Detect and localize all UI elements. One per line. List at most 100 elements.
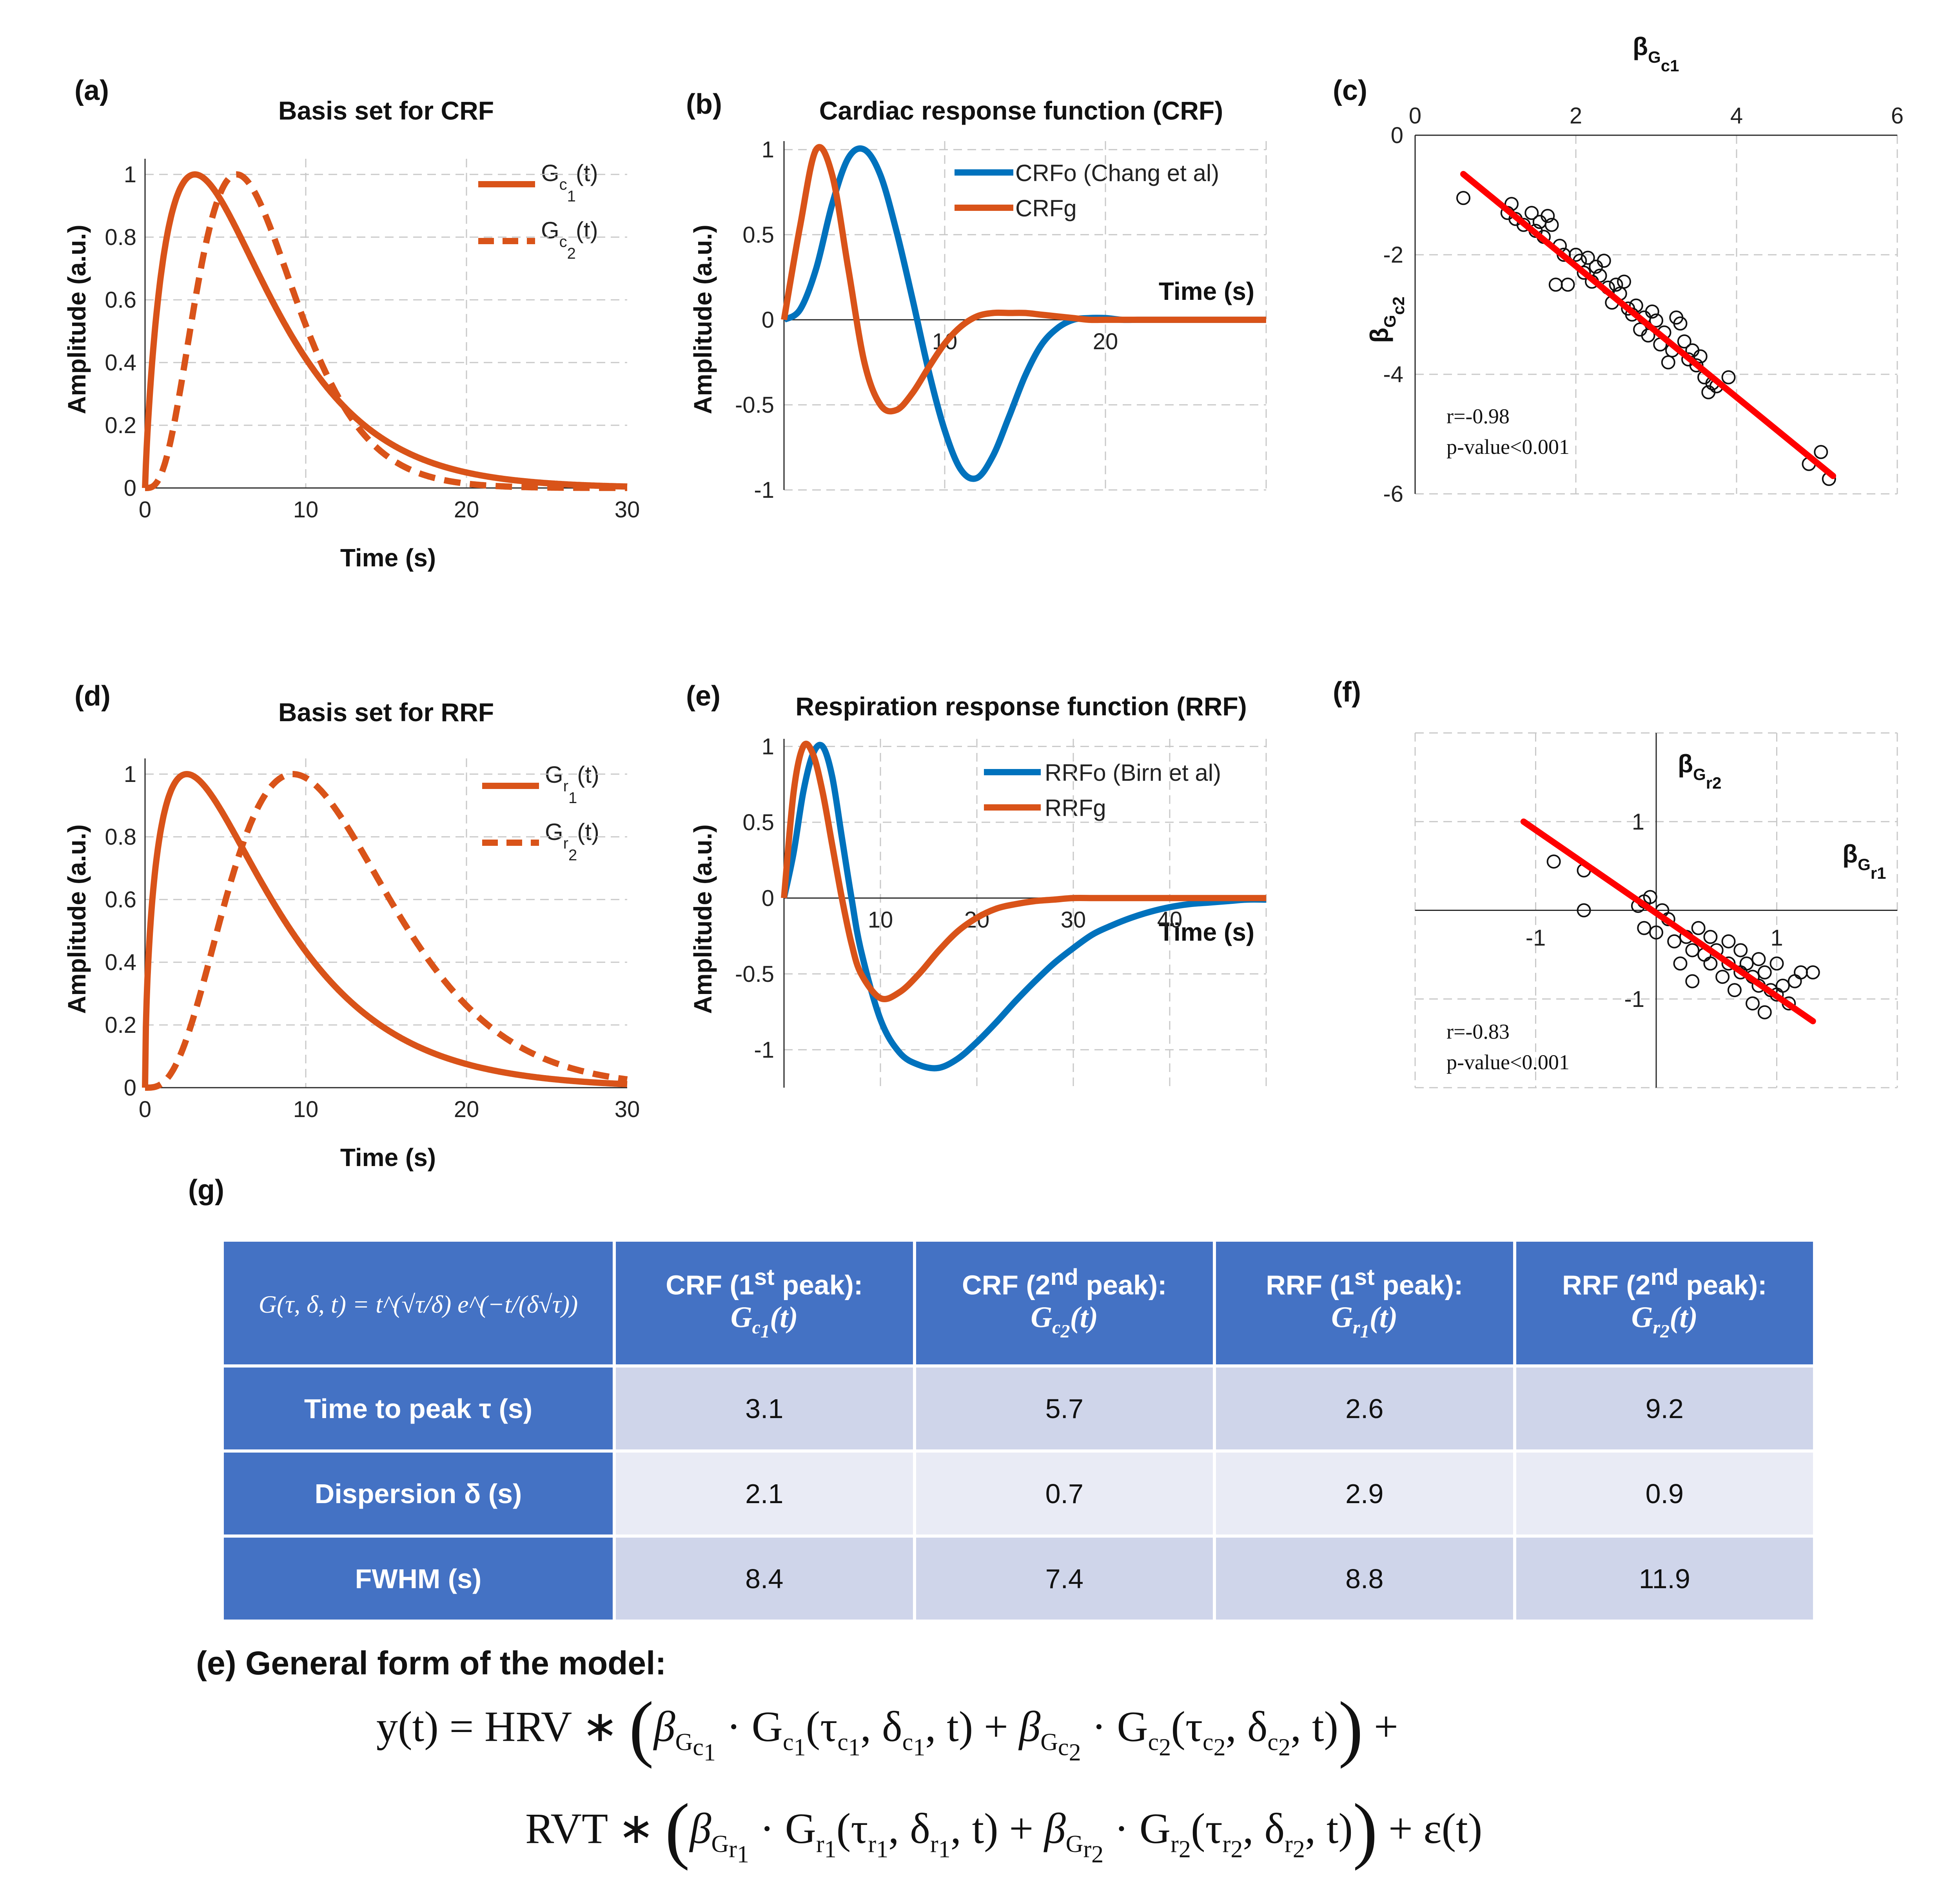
legend-b-item-1: CRFo (Chang et al) [1015, 160, 1219, 186]
regression-line [1460, 171, 1836, 479]
x-tick-label: 6 [1891, 103, 1904, 129]
ylabel-f: βGr2 [1678, 749, 1721, 792]
table-header-row: G(τ, δ, t) = t^(√τ/δ) e^(−t/(δ√τ)) CRF (… [224, 1242, 1813, 1365]
table-cell: 7.4 [916, 1538, 1213, 1620]
legend-d-item-2: Gr2(t) [545, 819, 599, 864]
y-tick-label: 0.2 [105, 1012, 136, 1038]
y-tick-label: 0 [762, 885, 774, 911]
scatter-point [1685, 943, 1700, 958]
scatter-point [1751, 952, 1766, 966]
ylabel-b: Amplitude (a.u.) [689, 225, 717, 414]
xlabel-a: Time (s) [340, 544, 436, 572]
xlabel-d: Time (s) [340, 1143, 436, 1172]
ylabel-e: Amplitude (a.u.) [689, 824, 717, 1014]
panel-label-d: (d) [74, 680, 111, 712]
scatter-point [1524, 206, 1539, 220]
x-tick-label: 1 [1770, 925, 1783, 951]
scatter-point [1645, 304, 1659, 319]
table-cell: 9.2 [1516, 1368, 1813, 1450]
stat-p-c: p-value<0.001 [1446, 435, 1570, 459]
model-equation-line-1: y(t) = HRV ∗ (βGc1 · Gc1(τc1, δc1, t) + … [376, 1687, 1398, 1769]
legend-d-item-1: Gr1(t) [545, 762, 599, 807]
scatter-point [1769, 956, 1784, 971]
scatter-point [1685, 974, 1700, 988]
y-tick-label: -4 [1383, 362, 1403, 387]
table-cell: 5.7 [916, 1368, 1213, 1450]
row-label-fwhm: FWHM (s) [224, 1538, 613, 1620]
x-tick-label: 2 [1570, 103, 1582, 129]
plot-a: 0 10 20 30 0 0.2 0.4 0.6 0.8 1 [105, 159, 640, 522]
scatter-point [1727, 983, 1742, 998]
scatter-point [1691, 921, 1706, 935]
basis-formula: G(τ, δ, t) = t^(√τ/δ) e^(−t/(δ√τ)) [258, 1290, 578, 1318]
table-row: Dispersion δ (s) 2.1 0.7 2.9 0.9 [224, 1453, 1813, 1535]
series-line-2 [143, 771, 630, 1091]
legend-e-item-1: RRFo (Birn et al) [1045, 760, 1221, 786]
xlabel-f: βGr1 [1842, 840, 1886, 882]
table-header-crf2: CRF (2nd peak): Gc2(t) [916, 1242, 1213, 1365]
scatter-point [1693, 349, 1708, 364]
xlabel-c: βGc1 [1633, 32, 1679, 75]
legend-a-item-1: Gc1(t) [541, 160, 598, 205]
y-tick-label: 0.6 [105, 887, 136, 912]
series-line-1 [142, 171, 630, 490]
x-tick-label: -1 [1526, 925, 1546, 951]
scatter-point [1788, 974, 1802, 988]
scatter-point [1794, 965, 1808, 979]
scatter-point [1548, 278, 1563, 292]
title-a: Basis set for CRF [278, 96, 494, 125]
table-cell: 2.6 [1216, 1368, 1513, 1450]
legend-e: RRFo (Birn et al) RRFg [984, 760, 1221, 821]
x-tick-label: 4 [1730, 103, 1743, 129]
regression-line [1520, 818, 1816, 1025]
row-label-dispersion: Dispersion δ (s) [224, 1453, 613, 1535]
y-tick-label: 0 [762, 307, 774, 333]
xlabel-b: Time (s) [1159, 277, 1254, 305]
scatter-point [1703, 930, 1718, 944]
table-cell: 8.8 [1216, 1538, 1513, 1620]
y-tick-label: -2 [1383, 242, 1403, 268]
title-e: Respiration response function (RRF) [795, 692, 1247, 721]
x-tick-label: 20 [1093, 329, 1118, 354]
y-tick-label: 0 [124, 1075, 136, 1101]
stat-p-f: p-value<0.001 [1446, 1050, 1570, 1074]
scatter-point [1617, 274, 1631, 289]
y-tick-label: 0.5 [742, 810, 774, 835]
series-line-2 [781, 740, 1266, 1002]
scatter-point [1649, 925, 1663, 940]
series-line-2 [781, 144, 1266, 415]
y-tick-label: -1 [754, 477, 774, 503]
scatter-point [1637, 921, 1651, 935]
y-tick-label: 0.8 [105, 225, 136, 250]
scatter-point [1577, 265, 1591, 280]
x-tick-label: 0 [139, 1097, 151, 1122]
scatter-point [1721, 370, 1736, 385]
parameter-table: G(τ, δ, t) = t^(√τ/δ) e^(−t/(δ√τ)) CRF (… [221, 1239, 1816, 1623]
scatter-point [1649, 313, 1663, 328]
y-tick-label: 0.8 [105, 824, 136, 850]
plot-c: 0 2 4 6 0 -2 -4 -6 [1383, 103, 1904, 507]
stat-r-c: r=-0.98 [1446, 404, 1510, 428]
scatter-point [1561, 278, 1575, 292]
table-header-rrf2: RRF (2nd peak): Gr2(t) [1516, 1242, 1813, 1365]
y-tick-label: -0.5 [735, 392, 774, 418]
plot-d: 0 10 20 30 0 0.2 0.4 0.6 0.8 1 [105, 758, 640, 1122]
model-equation-line-2: RVT ∗ (βGr1 · Gr1(τr1, δr1, t) + βGr2 · … [525, 1789, 1483, 1871]
legend-e-item-2: RRFg [1045, 795, 1106, 821]
x-tick-label: 30 [1061, 907, 1086, 932]
scatter-point [1641, 328, 1655, 343]
title-b: Cardiac response function (CRF) [819, 96, 1223, 125]
scatter-point [1746, 996, 1760, 1011]
legend-a-item-2: Gc2(t) [541, 217, 598, 262]
scatter-point [1643, 890, 1657, 904]
scatter-point [1456, 191, 1470, 205]
scatter-point [1546, 854, 1561, 869]
scatter-point [1757, 1005, 1772, 1019]
scatter-point [1689, 358, 1704, 373]
scatter-point [1814, 445, 1828, 459]
y-tick-label: 0 [124, 475, 136, 501]
table-row: Time to peak τ (s) 3.1 5.7 2.6 9.2 [224, 1368, 1813, 1450]
table-cell: 2.1 [616, 1453, 913, 1535]
